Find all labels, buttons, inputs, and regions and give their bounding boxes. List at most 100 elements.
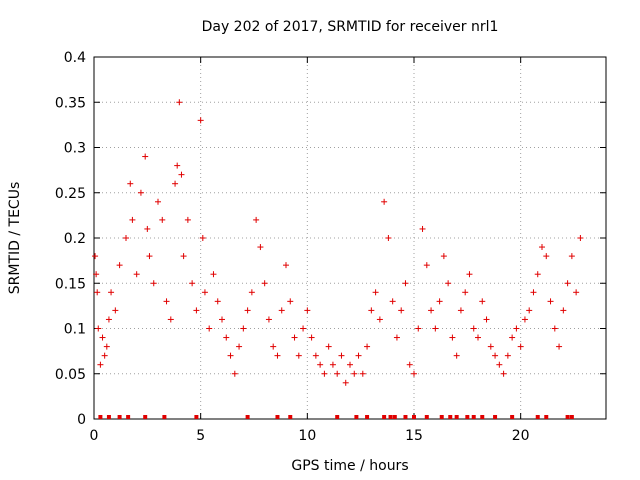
data-point xyxy=(180,253,187,260)
data-point xyxy=(189,280,196,287)
data-point xyxy=(406,361,413,368)
data-point xyxy=(155,198,161,205)
data-point xyxy=(329,361,336,368)
data-point xyxy=(261,280,268,287)
data-point xyxy=(257,244,264,251)
data-point xyxy=(560,307,567,314)
data-point xyxy=(411,370,417,377)
data-point xyxy=(99,334,106,341)
data-point xyxy=(338,352,345,359)
data-point xyxy=(127,180,134,187)
data-point xyxy=(248,289,255,296)
data-point xyxy=(453,352,460,359)
data-point xyxy=(496,361,503,368)
data-point xyxy=(334,370,341,377)
data-point xyxy=(556,343,563,350)
x-tick-label: 10 xyxy=(298,428,316,444)
data-point xyxy=(355,352,362,359)
data-point xyxy=(376,316,383,323)
data-point xyxy=(372,289,379,296)
data-point xyxy=(521,316,528,323)
y-tick-label: 0.3 xyxy=(64,141,86,157)
data-point xyxy=(116,262,123,269)
data-point xyxy=(101,352,108,359)
y-tick-label: 0 xyxy=(77,412,86,428)
data-point xyxy=(176,99,183,106)
data-point xyxy=(97,361,104,368)
data-point xyxy=(231,370,238,377)
data-point xyxy=(321,370,328,377)
data-point xyxy=(513,325,520,332)
data-point xyxy=(449,334,456,341)
y-tick-labels: 0 0.05 0.1 0.15 0.2 0.25 0.3 0.35 0.4 xyxy=(55,50,86,428)
data-point xyxy=(163,298,170,305)
y-tick-label: 0.05 xyxy=(55,367,86,383)
data-point xyxy=(359,370,366,377)
data-point xyxy=(364,343,371,350)
chart-title: Day 202 of 2017, SRMTID for receiver nrl… xyxy=(202,19,499,35)
y-tick-label: 0.35 xyxy=(55,95,86,111)
x-axis-label: GPS time / hours xyxy=(291,458,408,474)
y-axis-label: SRMTID / TECUs xyxy=(7,182,23,295)
data-point xyxy=(144,225,151,232)
data-point xyxy=(423,262,430,269)
data-point xyxy=(415,325,422,332)
data-point xyxy=(94,289,101,296)
data-point xyxy=(517,343,524,350)
data-point xyxy=(199,235,206,241)
data-point xyxy=(174,162,181,169)
data-point xyxy=(167,316,174,323)
data-point xyxy=(389,298,396,305)
data-point xyxy=(393,334,400,341)
y-tick-label: 0.25 xyxy=(55,186,86,202)
y-tick-label: 0.4 xyxy=(64,50,86,66)
data-point xyxy=(219,316,225,323)
data-point xyxy=(206,325,213,332)
x-tick-label: 0 xyxy=(90,428,99,444)
data-point xyxy=(462,289,469,296)
data-point xyxy=(483,316,490,323)
data-point xyxy=(193,307,200,314)
data-point xyxy=(402,280,409,287)
data-point xyxy=(123,235,129,241)
data-point xyxy=(283,262,289,269)
data-point xyxy=(133,271,140,278)
data-point xyxy=(210,271,217,278)
x-tick-label: 15 xyxy=(405,428,423,444)
data-point xyxy=(146,253,153,260)
y-tick-label: 0.1 xyxy=(64,322,86,338)
data-point xyxy=(385,235,392,241)
data-point xyxy=(504,352,511,359)
data-point xyxy=(95,325,102,332)
data-point xyxy=(500,370,507,377)
y-tick-label: 0.2 xyxy=(64,231,86,247)
data-point xyxy=(253,216,260,223)
data-point xyxy=(105,316,112,323)
data-point xyxy=(317,361,324,368)
data-point xyxy=(347,361,353,368)
data-point xyxy=(178,171,185,178)
x-tick-label: 20 xyxy=(512,428,530,444)
data-point xyxy=(436,298,443,305)
data-point xyxy=(197,117,204,124)
data-point xyxy=(300,325,307,332)
data-series-srmtid xyxy=(92,99,584,386)
gap-markers xyxy=(98,415,574,419)
data-point xyxy=(112,307,119,314)
data-point xyxy=(526,307,533,314)
data-point xyxy=(201,289,208,296)
data-point xyxy=(265,316,272,323)
data-point xyxy=(92,253,99,260)
data-point xyxy=(342,379,349,386)
data-point xyxy=(142,153,149,160)
data-point xyxy=(577,235,584,241)
data-point xyxy=(398,307,405,314)
x-tick-labels: 0 5 10 15 20 xyxy=(90,428,530,444)
data-point xyxy=(419,225,426,232)
data-point xyxy=(568,253,575,260)
data-point xyxy=(304,307,311,314)
data-point xyxy=(547,298,554,305)
data-point xyxy=(492,352,499,359)
data-point xyxy=(137,189,144,196)
data-point xyxy=(278,307,285,314)
